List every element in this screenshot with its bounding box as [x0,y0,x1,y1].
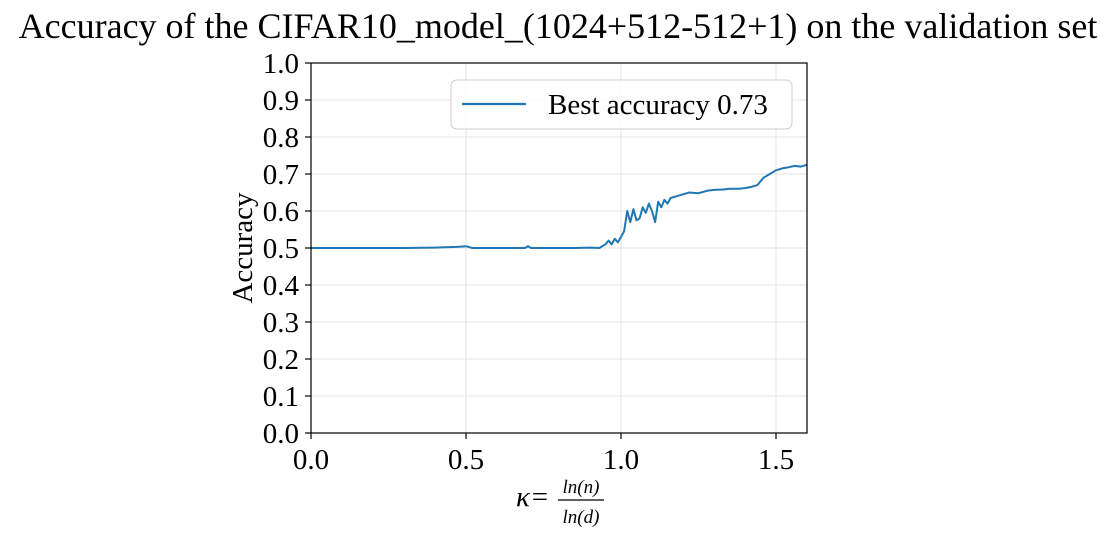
x-tick-label: 1.0 [603,444,639,476]
y-axis-label: Accuracy [227,192,259,304]
y-tick-label: 0.6 [263,196,299,228]
plot-area [311,163,808,249]
y-tick-label: 0.5 [263,233,299,265]
y-tick-label: 0.2 [263,344,299,376]
y-tick-label: 1.0 [263,48,299,80]
legend: Best accuracy 0.73 [450,79,793,130]
x-tick-label: 1.5 [758,444,794,476]
axis-ticks: 0.0 0.5 1.0 1.5 0.0 0.1 0.2 0.3 0.4 0.5 0.6 0.7 0.8 0… [263,48,794,476]
chart-title: Accuracy of the CIFAR10_model_(1024+512-… [19,6,1098,46]
x-axis-label-numerator: ln(n) [563,477,600,498]
y-tick-label: 0.1 [263,381,299,413]
x-tick-label: 0.5 [448,444,484,476]
x-axis-label-denominator: ln(d) [563,507,600,528]
y-tick-label: 0.4 [263,270,300,302]
y-tick-label: 0.7 [263,159,299,191]
series-line [311,163,808,249]
y-tick-label: 0.0 [263,418,299,450]
x-tick-label: 0.0 [293,444,329,476]
x-axis-label: κ= ln(n) ln(d) [516,477,604,528]
legend-label: Best accuracy 0.73 [548,89,768,121]
y-tick-label: 0.9 [263,85,299,117]
x-axis-label-prefix: κ= [516,481,550,513]
legend-box [450,79,793,130]
y-tick-label: 0.3 [263,307,299,339]
y-tick-label: 0.8 [263,122,299,154]
